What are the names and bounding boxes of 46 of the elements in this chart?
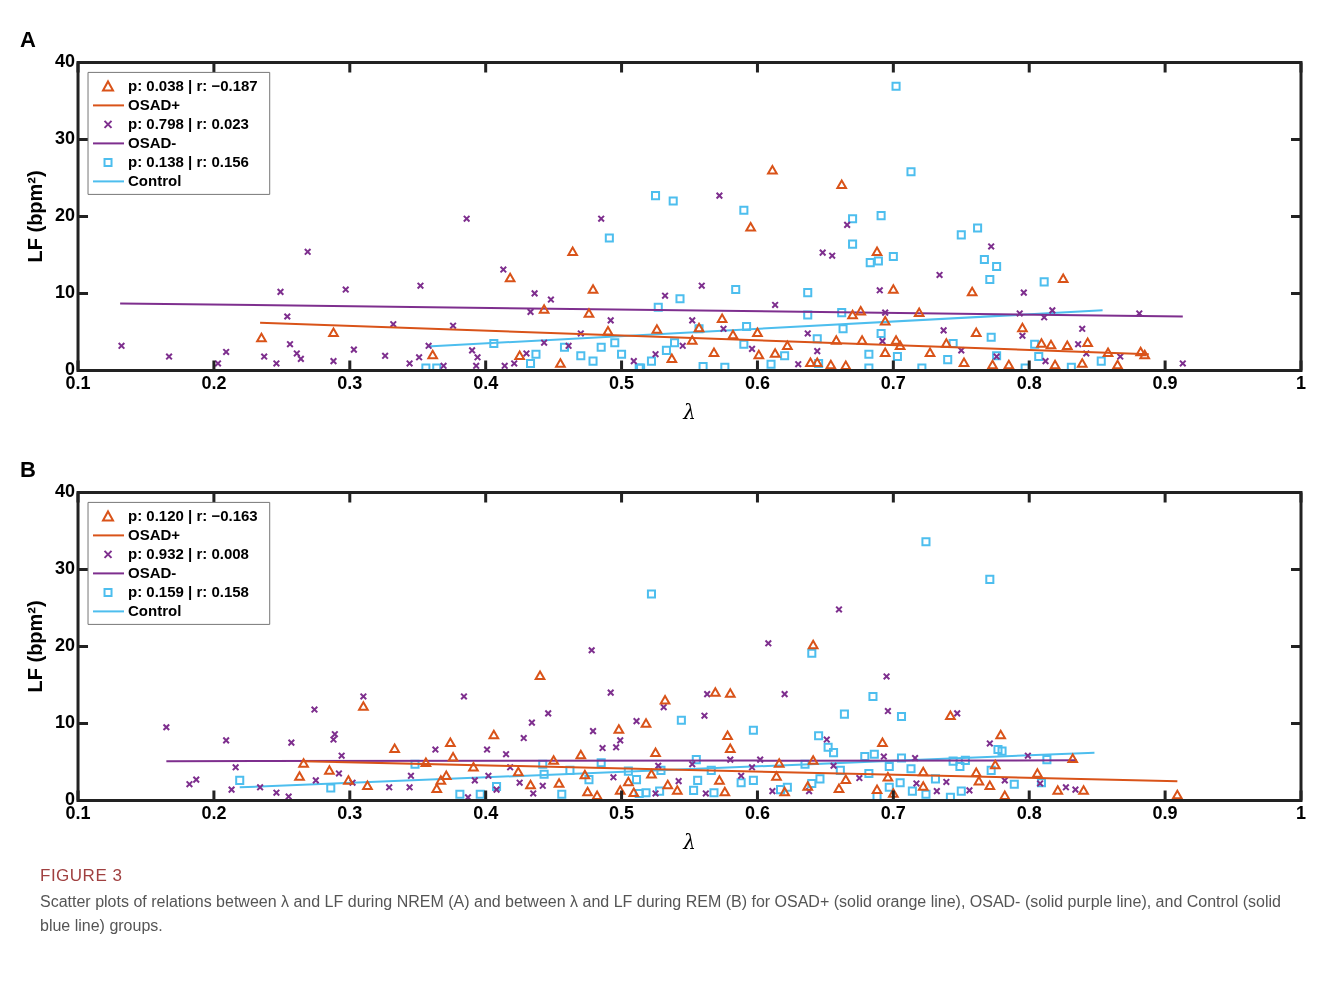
chart-title: A bbox=[20, 27, 36, 53]
legend-label: p: 0.120 | r: −0.163 bbox=[128, 506, 258, 524]
chart-title: B bbox=[20, 457, 36, 483]
legend-label: OSAD- bbox=[128, 133, 177, 151]
x-tick-label: 0.7 bbox=[880, 373, 906, 394]
legend-label: p: 0.159 | r: 0.158 bbox=[128, 582, 249, 600]
x-tick-label: 0.8 bbox=[1016, 373, 1042, 394]
x-tick-label: 1 bbox=[1295, 373, 1307, 394]
y-tick-label: 30 bbox=[54, 128, 76, 149]
x-axis-title: λ bbox=[682, 830, 696, 855]
x-tick-label: 0.4 bbox=[473, 373, 499, 394]
x-tick-label: 0.2 bbox=[201, 373, 227, 394]
y-tick-label: 40 bbox=[54, 51, 76, 72]
legend-label: p: 0.138 | r: 0.156 bbox=[128, 152, 249, 170]
x-tick-label: 0.2 bbox=[201, 803, 227, 824]
x-tick-label: 0.9 bbox=[1152, 803, 1178, 824]
legend-label: OSAD+ bbox=[128, 525, 181, 543]
x-tick-label: 0.9 bbox=[1152, 373, 1178, 394]
x-axis-title: λ bbox=[682, 400, 696, 425]
x-tick-label: 0.4 bbox=[473, 803, 499, 824]
legend-label: Control bbox=[128, 171, 182, 189]
legend-label: OSAD+ bbox=[128, 95, 181, 113]
legend-label: OSAD- bbox=[128, 563, 177, 581]
y-axis-title: LF (bpm²) bbox=[23, 600, 46, 693]
x-tick-label: 0.5 bbox=[609, 803, 635, 824]
y-tick-label: 10 bbox=[54, 282, 76, 303]
x-tick-label: 0.6 bbox=[744, 373, 770, 394]
legend-label: p: 0.932 | r: 0.008 bbox=[128, 544, 249, 562]
y-tick-label: 20 bbox=[54, 635, 76, 656]
x-tick-label: 0.3 bbox=[337, 803, 363, 824]
legend-label: p: 0.798 | r: 0.023 bbox=[128, 114, 249, 132]
x-tick-label: 0.6 bbox=[744, 803, 770, 824]
x-tick-label: 0.8 bbox=[1016, 803, 1042, 824]
text: Scatter plots of relations between λ and LF during NREM (A) and between λ and LF during REM (B) for OSAD+ (solid orange line), OSAD- (solid purple line), and Control (solid blue line) groups. bbox=[40, 892, 1282, 936]
y-axis-title: LF (bpm²) bbox=[23, 170, 46, 263]
y-tick-label: 20 bbox=[54, 205, 76, 226]
y-tick-label: 10 bbox=[54, 712, 76, 733]
x-tick-label: 0.5 bbox=[609, 373, 635, 394]
y-tick-label: 40 bbox=[54, 481, 76, 502]
legend-label: Control bbox=[128, 601, 182, 619]
caption: FIGURE 3 bbox=[40, 866, 124, 886]
x-tick-label: 0.7 bbox=[880, 803, 906, 824]
x-tick-label: 0.3 bbox=[337, 373, 363, 394]
y-tick-label: 30 bbox=[54, 558, 76, 579]
legend-label: p: 0.038 | r: −0.187 bbox=[128, 76, 258, 94]
x-tick-label: 1 bbox=[1295, 803, 1307, 824]
